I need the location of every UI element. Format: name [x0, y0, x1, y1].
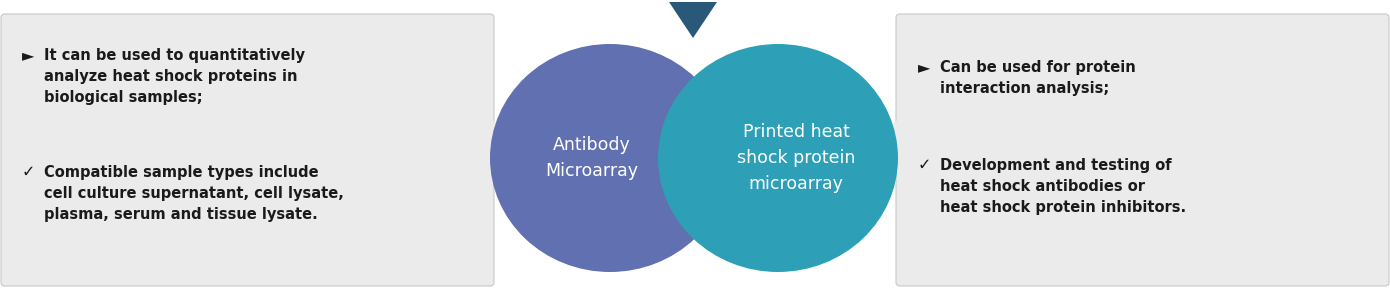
Ellipse shape: [491, 44, 730, 272]
Text: Can be used for protein
interaction analysis;: Can be used for protein interaction anal…: [940, 60, 1136, 96]
Polygon shape: [669, 2, 717, 38]
Text: Compatible sample types include
cell culture supernatant, cell lysate,
plasma, s: Compatible sample types include cell cul…: [44, 165, 343, 222]
Text: Printed heat
shock protein
microarray: Printed heat shock protein microarray: [737, 123, 855, 193]
Text: ►: ►: [22, 48, 35, 63]
Ellipse shape: [657, 44, 898, 272]
Text: ✓: ✓: [22, 165, 35, 180]
FancyBboxPatch shape: [1, 14, 493, 286]
Text: It can be used to quantitatively
analyze heat shock proteins in
biological sampl: It can be used to quantitatively analyze…: [44, 48, 304, 105]
Text: ✓: ✓: [917, 158, 931, 173]
Text: Antibody
Microarray: Antibody Microarray: [545, 136, 638, 180]
Text: ►: ►: [917, 60, 930, 75]
Text: Development and testing of
heat shock antibodies or
heat shock protein inhibitor: Development and testing of heat shock an…: [940, 158, 1186, 215]
FancyBboxPatch shape: [897, 14, 1389, 286]
Polygon shape: [491, 118, 528, 178]
Polygon shape: [862, 118, 899, 178]
